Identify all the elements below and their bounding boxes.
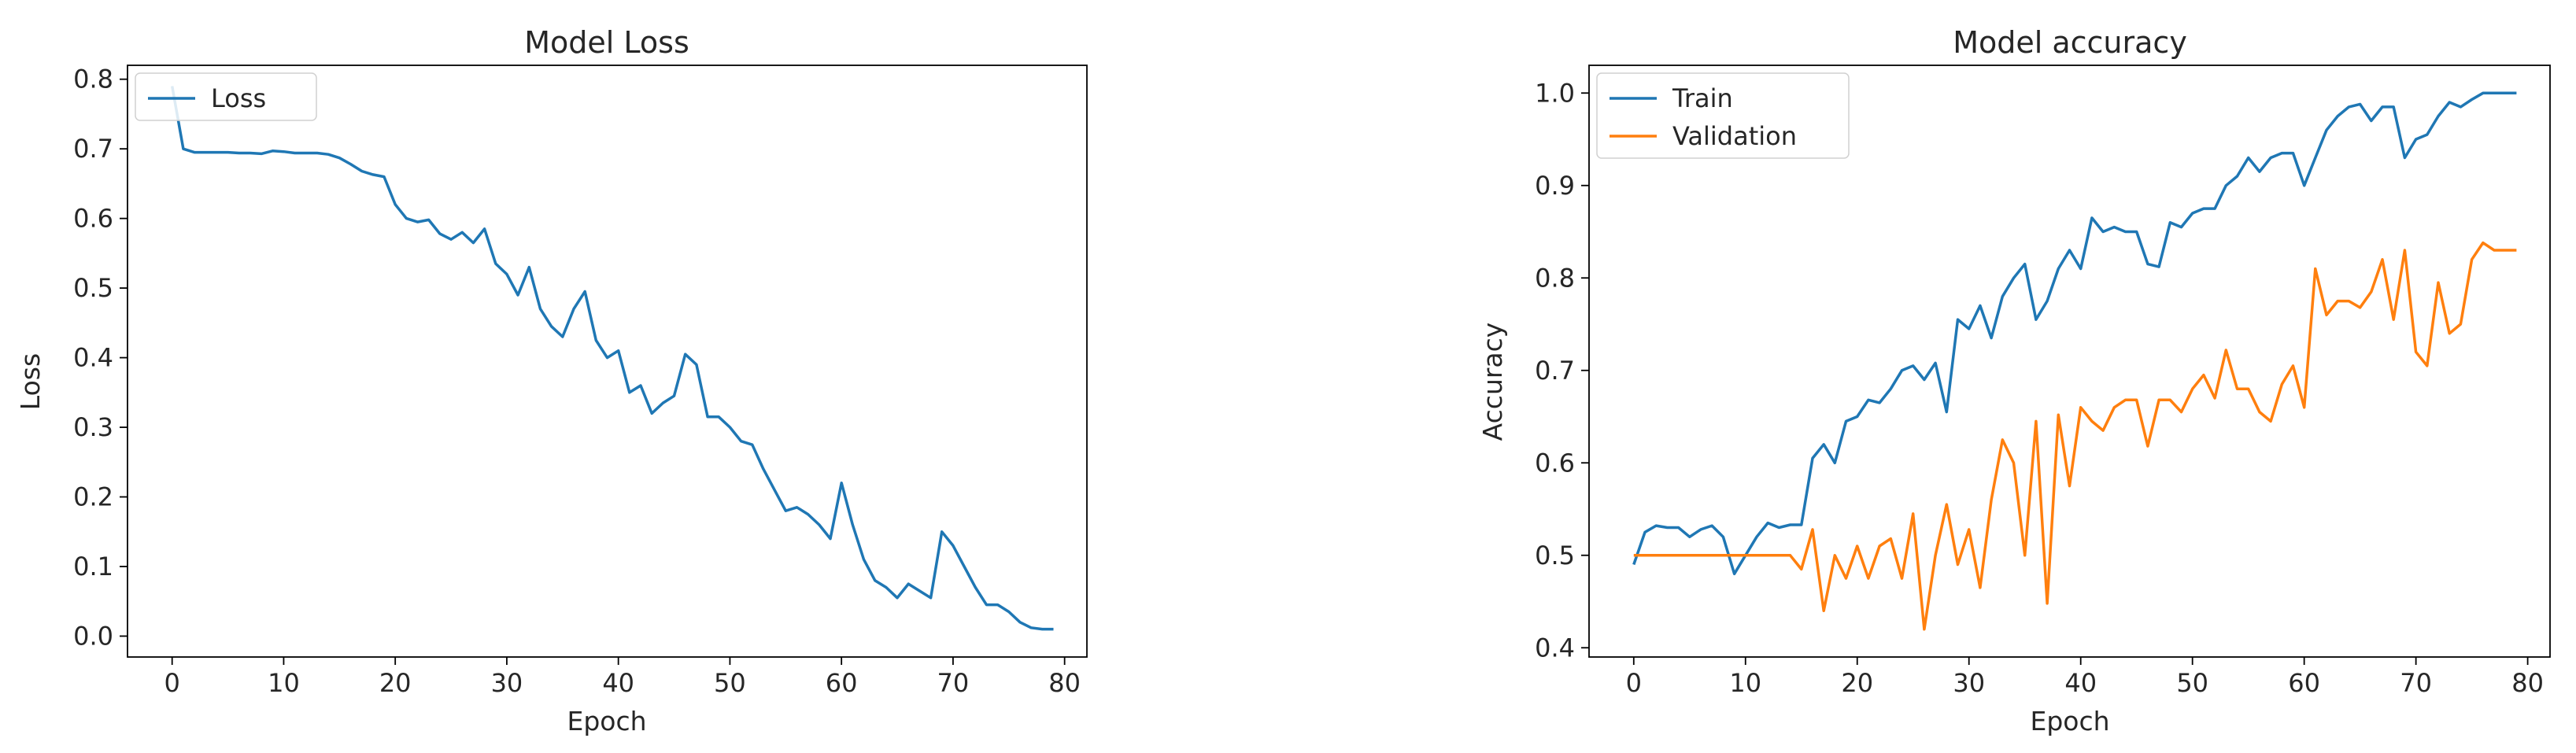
y-tick-label: 0.0 (73, 621, 113, 651)
series-line-train (1632, 91, 2517, 576)
x-tick-label: 70 (937, 668, 970, 698)
x-tick-label: 80 (2511, 668, 2544, 698)
y-tick-label: 0.1 (73, 552, 113, 581)
series-line-validation (1633, 241, 2517, 631)
x-tick-label: 40 (602, 668, 634, 698)
y-tick-label: 0.8 (73, 65, 113, 94)
y-tick-label: 1.0 (1535, 78, 1575, 108)
x-tick-label: 0 (1626, 668, 1642, 698)
y-tick-label: 0.7 (73, 134, 113, 164)
legend-label: Loss (211, 83, 266, 113)
y-tick-label: 0.8 (1535, 263, 1575, 293)
x-tick-label: 0 (164, 668, 180, 698)
x-axis-label: Epoch (2030, 706, 2109, 736)
accuracy-chart: Model accuracy 0 10 20 30 40 50 60 70 80 0.4 0.5 0.… (1477, 25, 2551, 736)
series-line-loss (170, 86, 1054, 631)
legend-label: Train (1672, 83, 1733, 113)
y-tick-label: 0.9 (1535, 171, 1575, 201)
x-tick-label: 60 (2288, 668, 2320, 698)
x-tick-label: 10 (1729, 668, 1761, 698)
axes-frame (1588, 65, 2551, 658)
y-tick-label: 0.4 (1535, 633, 1575, 663)
y-tick-label: 0.6 (1535, 448, 1575, 478)
y-tick-label: 0.2 (73, 482, 113, 512)
loss-chart: Model Loss 0 10 20 30 40 50 60 70 80 0.0 0.1 0.2 0.3… (15, 25, 1088, 736)
legend-label: Validation (1672, 121, 1797, 151)
y-tick-label: 0.3 (73, 412, 113, 442)
accuracy-plot-area: 0 10 20 30 40 50 60 70 80 0.4 0.5 0.6 0.7 0.8 0.9 1.0 Tr… (1535, 65, 2551, 698)
y-axis-label: Loss (15, 353, 46, 410)
chart-title: Model Loss (524, 25, 689, 60)
y-tick-label: 0.5 (1535, 541, 1575, 570)
legend-box (1596, 72, 1850, 159)
x-tick-label: 20 (1841, 668, 1873, 698)
x-tick-label: 80 (1048, 668, 1081, 698)
x-tick-label: 20 (379, 668, 412, 698)
x-tick-label: 50 (714, 668, 746, 698)
y-axis-label: Accuracy (1477, 323, 1508, 441)
chart-title: Model accuracy (1953, 25, 2187, 60)
y-tick-label: 0.7 (1535, 356, 1575, 386)
axes-frame (127, 65, 1088, 658)
y-tick-label: 0.4 (73, 343, 113, 373)
x-tick-label: 30 (1953, 668, 1985, 698)
x-tick-label: 70 (2400, 668, 2432, 698)
y-tick-label: 0.6 (73, 204, 113, 234)
x-tick-label: 30 (491, 668, 523, 698)
loss-plot-area: 0 10 20 30 40 50 60 70 80 0.0 0.1 0.2 0.3 0.4 0.5 0.6 0.… (73, 65, 1088, 698)
x-tick-label: 40 (2064, 668, 2097, 698)
x-tick-label: 10 (268, 668, 300, 698)
x-tick-label: 50 (2176, 668, 2208, 698)
y-tick-label: 0.5 (73, 273, 113, 303)
x-tick-label: 60 (826, 668, 858, 698)
legend-box (135, 72, 317, 121)
x-axis-label: Epoch (567, 706, 646, 736)
